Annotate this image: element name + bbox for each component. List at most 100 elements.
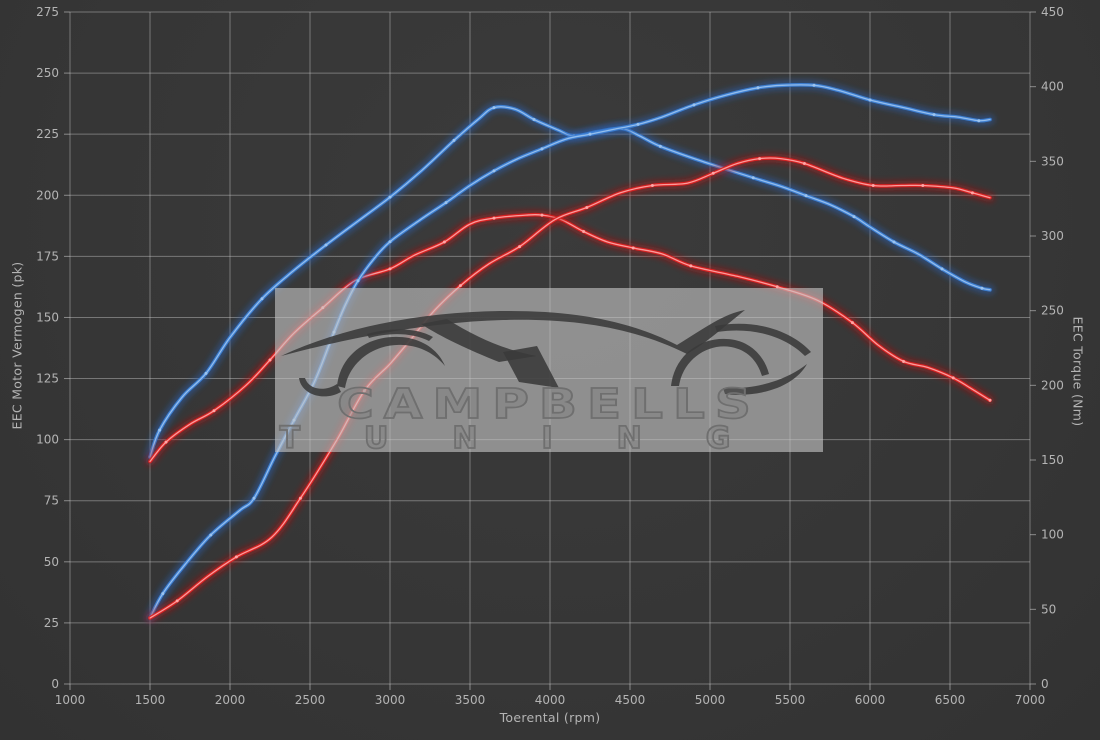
- data-point-marker: [850, 321, 854, 325]
- data-point-marker: [988, 398, 992, 402]
- data-point-marker: [802, 162, 806, 166]
- data-point-marker: [356, 279, 360, 283]
- x-tick-label: 1000: [55, 693, 86, 707]
- x-axis-label: Toerental (rpm): [499, 710, 601, 725]
- data-point-marker: [540, 213, 544, 217]
- data-point-marker: [977, 119, 981, 123]
- data-point-marker: [260, 297, 264, 301]
- data-point-marker: [658, 144, 662, 148]
- y-right-tick-label: 200: [1041, 378, 1064, 392]
- data-point-marker: [532, 118, 536, 122]
- data-point-marker: [932, 113, 936, 117]
- y-right-tick-label: 50: [1041, 602, 1056, 616]
- tick-marks: [64, 11, 1036, 690]
- data-point-marker: [902, 359, 906, 363]
- y-left-tick-label: 275: [36, 5, 59, 19]
- x-tick-label: 5500: [775, 693, 806, 707]
- data-point-marker: [298, 496, 302, 500]
- data-point-marker: [388, 195, 392, 199]
- data-point-marker: [518, 245, 522, 249]
- x-tick-label: 1500: [135, 693, 166, 707]
- data-point-marker: [158, 428, 162, 432]
- data-point-marker: [751, 176, 755, 180]
- y-left-tick-label: 250: [36, 66, 59, 80]
- data-point-marker: [388, 267, 392, 271]
- data-point-marker: [636, 122, 640, 126]
- data-point-marker: [812, 83, 816, 87]
- curve-vermogen-blue: [145, 80, 995, 623]
- data-point-marker: [582, 230, 586, 234]
- watermark: CAMPBELLS TUNING: [275, 288, 823, 452]
- data-point-marker: [452, 138, 456, 142]
- x-tick-label: 3500: [455, 693, 486, 707]
- y-left-tick-label: 50: [44, 555, 59, 569]
- y-right-tick-label: 100: [1041, 528, 1064, 542]
- y-axis-label-right: EEC Torque (Nm): [1070, 316, 1086, 427]
- data-point-marker: [324, 243, 328, 247]
- y-right-tick-label: 450: [1041, 5, 1064, 19]
- data-point-marker: [164, 440, 168, 444]
- data-point-marker: [492, 106, 496, 110]
- data-point-marker: [692, 103, 696, 107]
- data-point-marker: [892, 240, 896, 244]
- data-point-marker: [804, 194, 808, 198]
- y-left-tick-label: 150: [36, 310, 59, 324]
- y-right-tick-label: 350: [1041, 154, 1064, 168]
- data-point-marker: [585, 205, 589, 209]
- y-left-tick-label: 0: [51, 677, 59, 691]
- data-point-marker: [871, 183, 875, 187]
- x-tick-label: 2000: [215, 693, 246, 707]
- y-left-tick-label: 75: [44, 494, 59, 508]
- data-point-marker: [492, 216, 496, 220]
- watermark-line1: CAMPBELLS: [337, 380, 761, 428]
- x-tick-label: 6000: [855, 693, 886, 707]
- data-point-marker: [940, 267, 944, 271]
- data-point-marker: [650, 183, 654, 187]
- data-point-marker: [442, 240, 446, 244]
- data-point-marker: [161, 592, 165, 596]
- data-point-marker: [492, 169, 496, 173]
- x-tick-label: 4500: [615, 693, 646, 707]
- car-silhouette-icon: [281, 310, 811, 397]
- data-point-marker: [980, 286, 984, 290]
- y-left-tick-label: 100: [36, 433, 59, 447]
- data-point-marker: [175, 599, 179, 603]
- data-point-marker: [689, 264, 693, 268]
- data-point-marker: [234, 555, 238, 559]
- y-left-tick-label: 225: [36, 127, 59, 141]
- data-point-marker: [268, 358, 272, 362]
- y-right-tick-label: 250: [1041, 304, 1064, 318]
- data-point-marker: [540, 147, 544, 151]
- y-left-tick-label: 25: [44, 616, 59, 630]
- data-point-marker: [209, 533, 213, 537]
- data-point-marker: [758, 157, 762, 161]
- y-left-tick-label: 200: [36, 188, 59, 202]
- data-point-marker: [951, 376, 955, 380]
- tick-labels: 0 25 50 75 100 125 150 175 200 225 250 275 0 50 100 150…: [36, 5, 1064, 707]
- x-tick-label: 7000: [1015, 693, 1046, 707]
- data-point-marker: [775, 285, 779, 289]
- x-tick-label: 6500: [935, 693, 966, 707]
- data-point-marker: [756, 86, 760, 90]
- data-point-marker: [388, 240, 392, 244]
- x-tick-label: 4000: [535, 693, 566, 707]
- y-left-tick-label: 175: [36, 249, 59, 263]
- curve-torque-red: [145, 210, 995, 466]
- y-right-tick-label: 400: [1041, 80, 1064, 94]
- x-tick-label: 2500: [295, 693, 326, 707]
- watermark-line2: TUNING: [280, 421, 795, 452]
- data-point-marker: [458, 284, 462, 288]
- y-right-tick-label: 0: [1041, 677, 1049, 691]
- y-left-tick-label: 125: [36, 372, 59, 386]
- data-point-marker: [970, 191, 974, 195]
- y-right-tick-label: 300: [1041, 229, 1064, 243]
- y-right-tick-label: 150: [1041, 453, 1064, 467]
- x-tick-label: 3000: [375, 693, 406, 707]
- data-point-marker: [588, 132, 592, 136]
- data-point-marker: [711, 171, 715, 175]
- data-point-marker: [252, 496, 256, 500]
- data-point-marker: [868, 98, 872, 102]
- data-point-marker: [204, 371, 208, 375]
- data-point-marker: [631, 246, 635, 250]
